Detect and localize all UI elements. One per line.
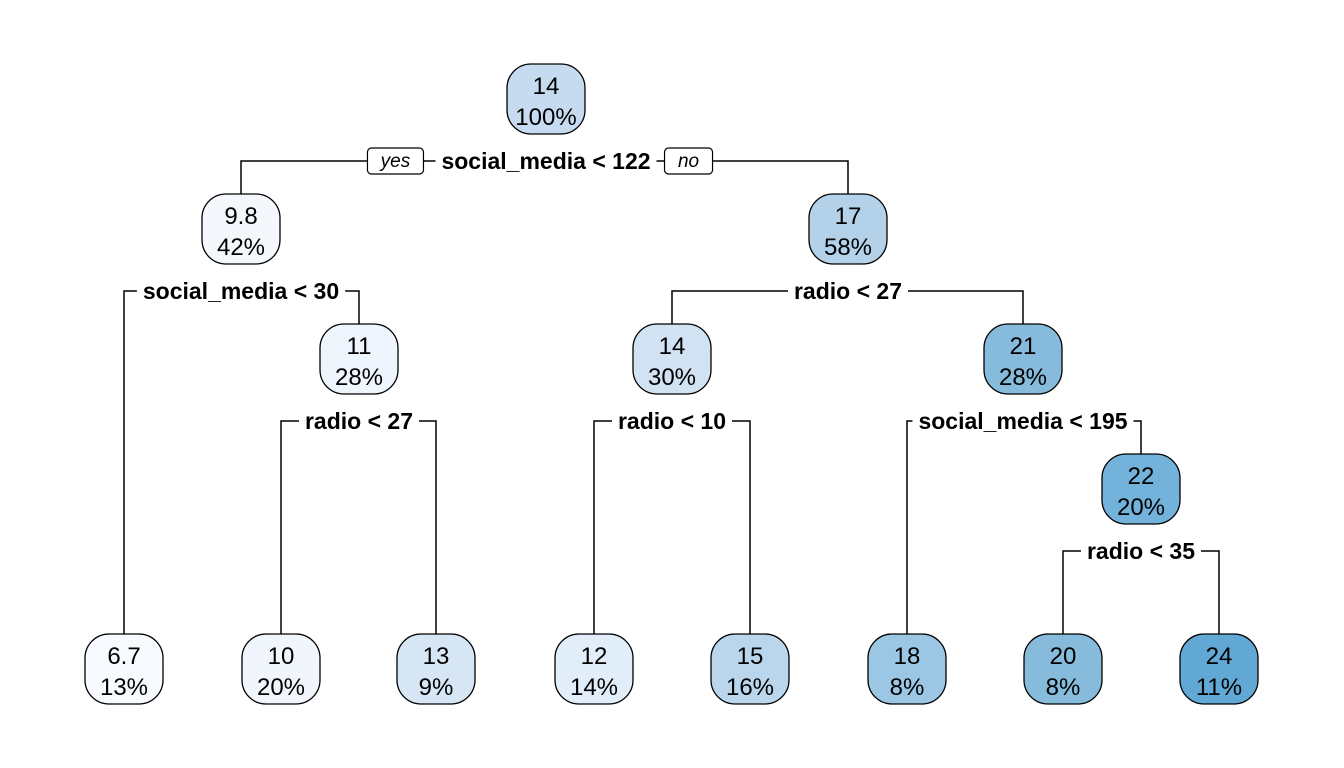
split-label-s15: radio < 35	[1087, 538, 1195, 564]
node-percent: 30%	[648, 364, 696, 391]
branch-left-s3	[671, 290, 788, 324]
branch-left-s15	[1062, 550, 1081, 634]
yes-text: yes	[379, 151, 411, 172]
node-percent: 20%	[257, 674, 305, 701]
node-percent: 8%	[1046, 674, 1081, 701]
branch-right-s7	[1133, 420, 1142, 454]
node-box	[808, 193, 888, 265]
branch-left-s5	[280, 420, 299, 634]
node-box	[1023, 633, 1103, 705]
node-value: 12	[581, 643, 608, 670]
branch-left-s6	[593, 420, 612, 634]
tree-nodes: 14100%9.842%1758%1128%1430%2128%2220%6.7…	[84, 63, 1259, 705]
node-box	[319, 323, 399, 395]
split-label-s3: radio < 27	[794, 278, 902, 304]
node-percent: 42%	[217, 234, 265, 261]
split-label-s2: social_media < 30	[143, 278, 339, 304]
no-label: no	[663, 147, 714, 175]
split-label-s5: radio < 27	[305, 408, 413, 434]
node-percent: 9%	[419, 674, 454, 701]
node-value: 14	[659, 333, 686, 360]
split-label-s6: radio < 10	[618, 408, 726, 434]
no-text: no	[678, 151, 699, 172]
node-value: 13	[423, 643, 450, 670]
node-value: 18	[894, 643, 921, 670]
node-box	[1179, 633, 1259, 705]
tree-node-n2: 9.842%	[201, 193, 281, 265]
node-percent: 14%	[570, 674, 618, 701]
node-box	[554, 633, 634, 705]
branch-right-s6	[732, 420, 751, 634]
node-value: 17	[835, 203, 862, 230]
node-box	[506, 63, 586, 135]
yes-no-labels: yes no	[366, 147, 714, 175]
node-box	[84, 633, 164, 705]
branch-s2	[123, 290, 360, 634]
branch-left-s2	[123, 290, 137, 634]
branch-right-s5	[419, 420, 437, 634]
node-box	[710, 633, 790, 705]
node-percent: 8%	[890, 674, 925, 701]
tree-branches	[123, 160, 1220, 634]
node-percent: 28%	[335, 364, 383, 391]
node-percent: 100%	[515, 104, 576, 131]
node-box	[632, 323, 712, 395]
branch-right-s15	[1201, 550, 1220, 634]
tree-node-l3: 139%	[396, 633, 476, 705]
node-value: 11	[347, 333, 372, 360]
node-box	[241, 633, 321, 705]
branch-s7	[906, 420, 1142, 634]
node-percent: 28%	[999, 364, 1047, 391]
node-percent: 20%	[1117, 494, 1165, 521]
branch-right-s2	[345, 290, 360, 324]
branch-right-s3	[908, 290, 1024, 324]
node-box	[983, 323, 1063, 395]
tree-node-n1: 14 100%	[506, 63, 586, 135]
node-box	[867, 633, 947, 705]
tree-split-labels: social_media < 122 social_media < 30 radio…	[143, 148, 1195, 564]
split-label-s7: social_media < 195	[918, 408, 1127, 434]
branch-s6	[593, 420, 751, 634]
yes-label: yes	[366, 147, 425, 175]
node-box	[1101, 453, 1181, 525]
branch-s15	[1062, 550, 1220, 634]
node-percent: 16%	[726, 674, 774, 701]
node-value: 15	[737, 643, 764, 670]
branch-s5	[280, 420, 437, 634]
branch-left-s7	[906, 420, 913, 634]
branch-s3	[671, 290, 1024, 324]
tree-node-l6: 188%	[867, 633, 947, 705]
split-label-s1: social_media < 122	[441, 148, 650, 174]
node-value: 10	[268, 643, 295, 670]
node-value: 20	[1050, 643, 1077, 670]
node-value: 21	[1010, 333, 1037, 360]
node-percent: 58%	[824, 234, 872, 261]
node-value: 22	[1128, 463, 1155, 490]
branch-right-s1	[656, 160, 849, 194]
node-box	[396, 633, 476, 705]
node-value: 6.7	[107, 643, 140, 670]
node-percent: 11%	[1196, 674, 1242, 701]
tree-node-l1: 6.713%	[84, 633, 164, 705]
node-value: 14	[533, 73, 560, 100]
node-value: 24	[1206, 643, 1233, 670]
tree-node-l7: 208%	[1023, 633, 1103, 705]
node-value: 9.8	[224, 203, 257, 230]
node-percent: 13%	[100, 674, 148, 701]
node-box	[201, 193, 281, 265]
